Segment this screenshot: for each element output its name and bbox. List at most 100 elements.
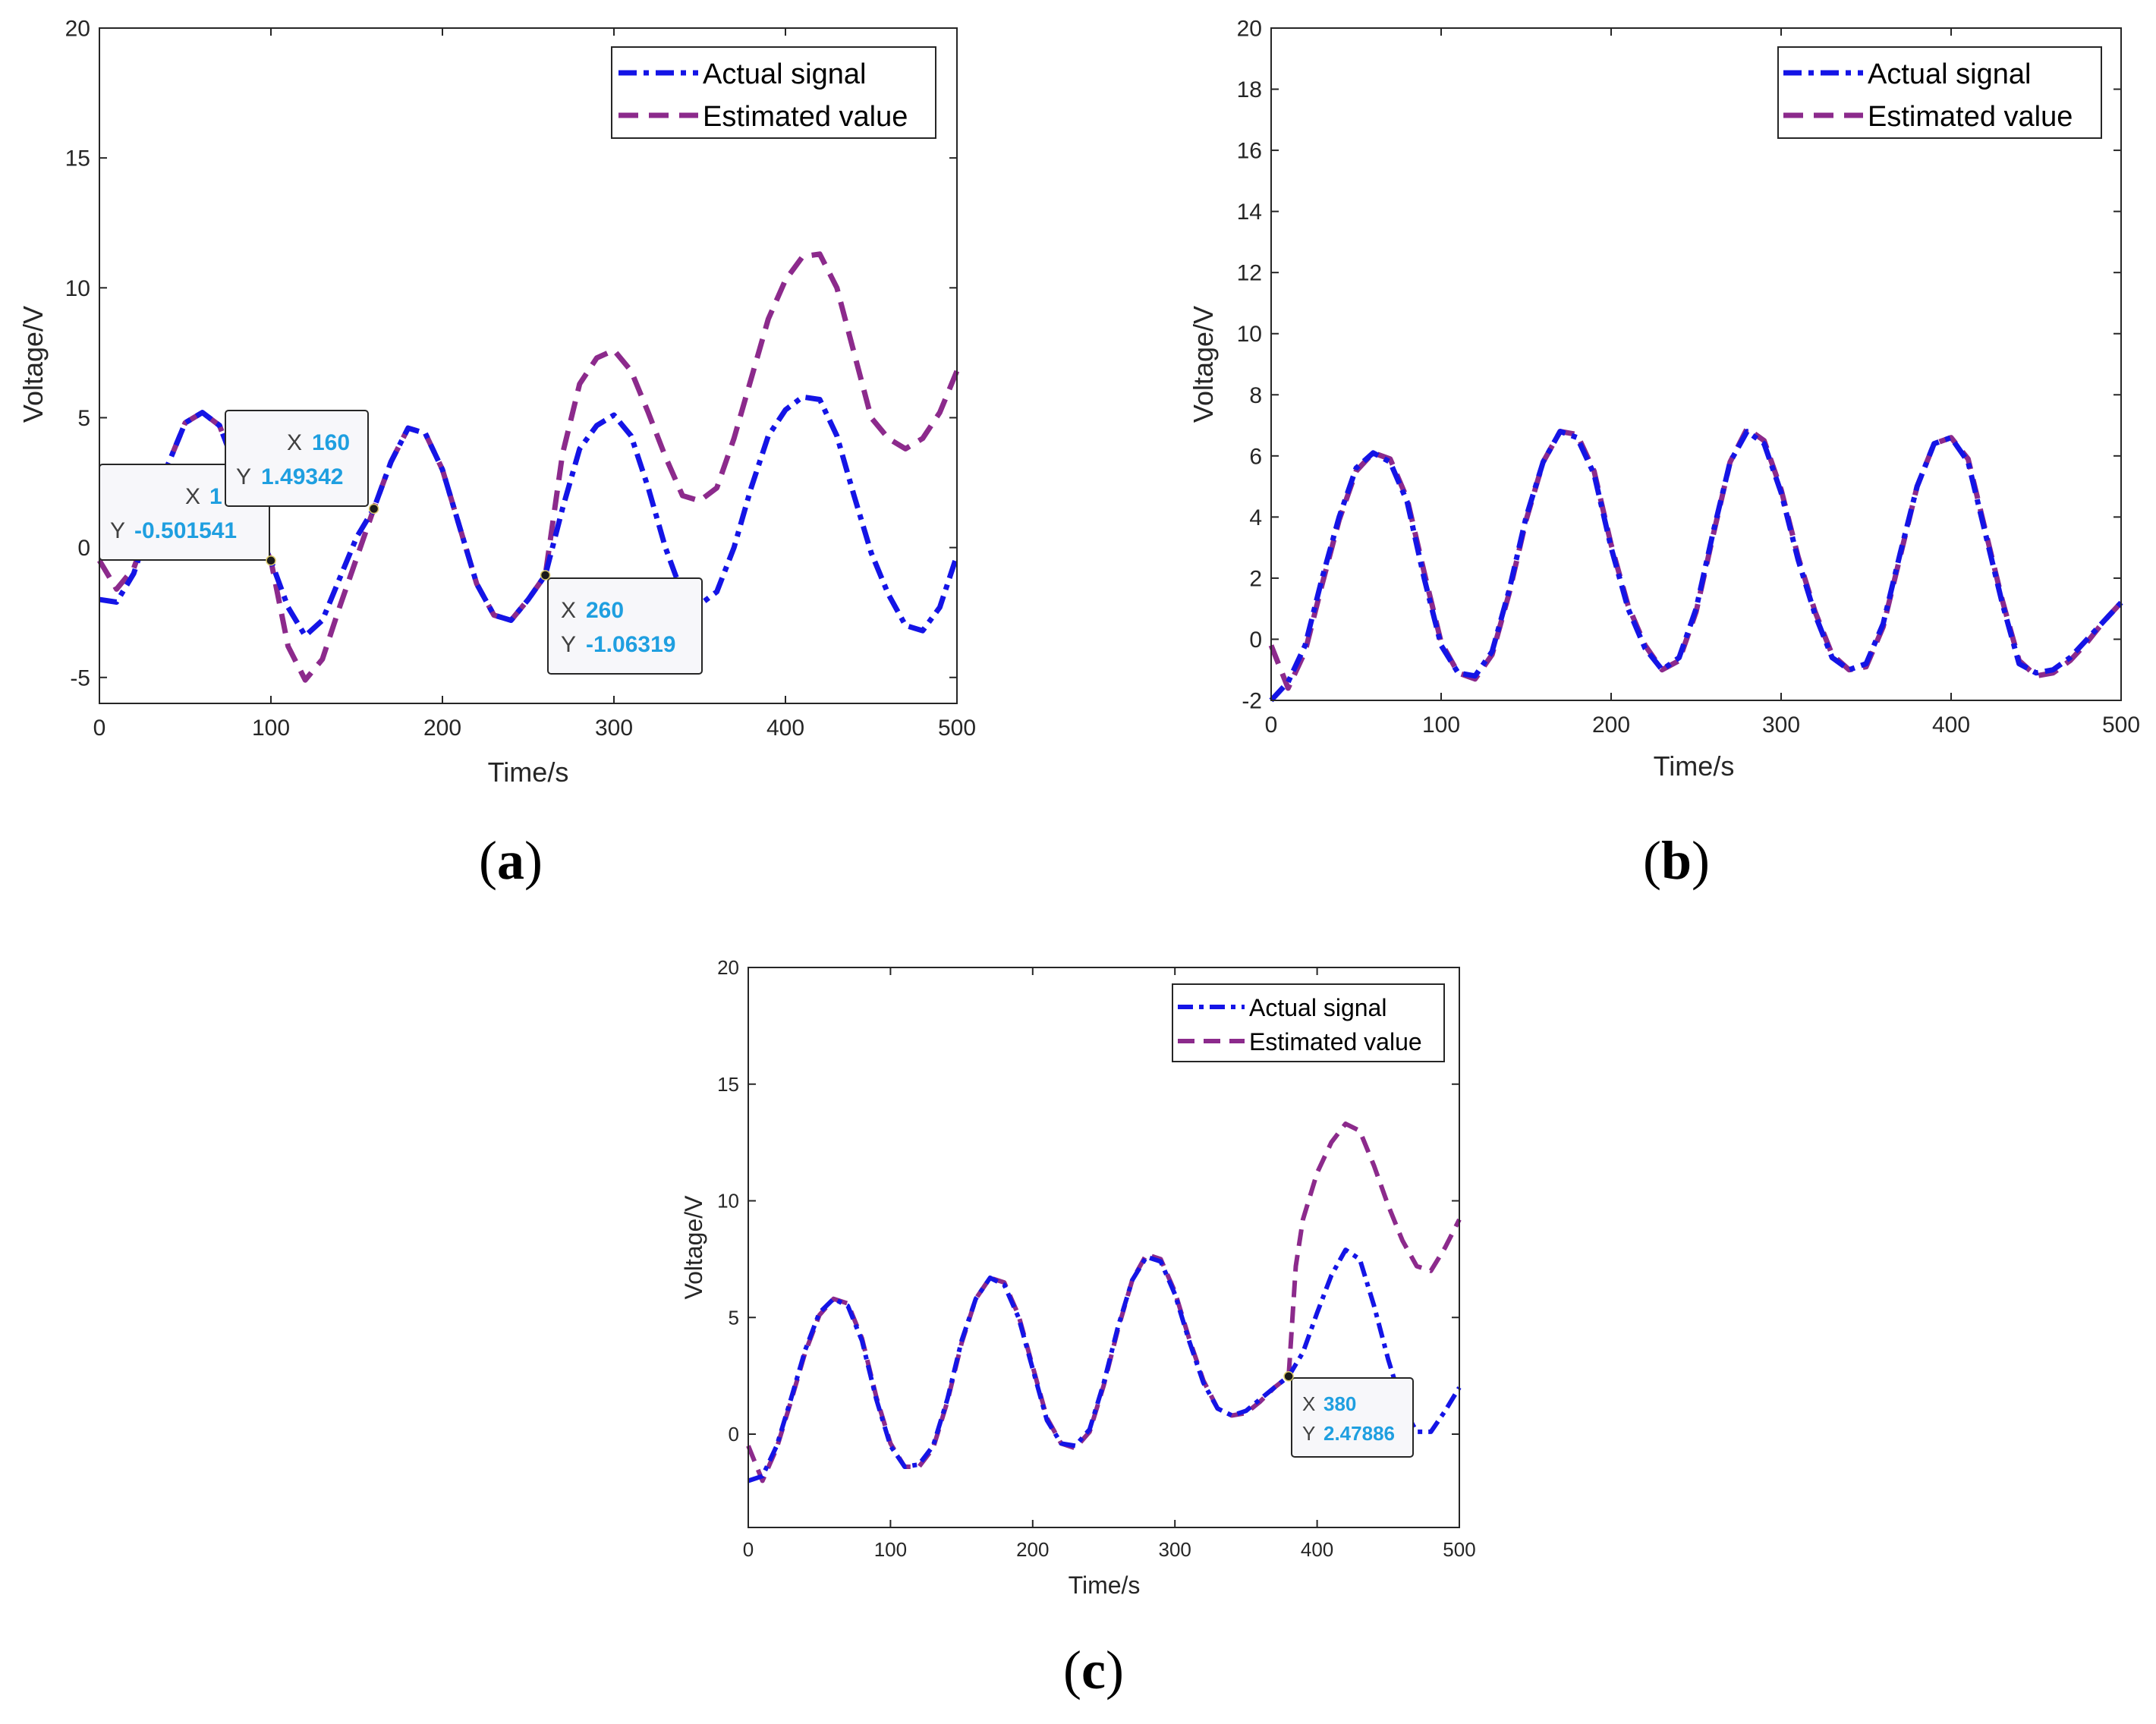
panel-b-ytick-label-10: 18	[1237, 77, 1262, 102]
panel-a-datatip-1-y-value: -0.501541	[134, 518, 237, 543]
panel-a-xtick-label-1: 100	[252, 716, 290, 741]
panel-a-ytick-label-1: 0	[77, 536, 90, 561]
panel-c-xtick-label-0: 0	[743, 1538, 754, 1561]
panel-b-series	[1268, 426, 2123, 703]
panel-c-datatip-1-x-value: 380	[1324, 1392, 1356, 1415]
panel-a-datatip-3[interactable]: X 260 Y -1.06319	[547, 577, 703, 675]
panel-c-legend-estimated-label: Estimated value	[1249, 1028, 1422, 1055]
panel-a-ytick-label-4: 15	[65, 146, 90, 171]
panel-a-ytick-label-3: 10	[65, 276, 90, 301]
panel-c-xtick-label-2: 200	[1016, 1538, 1049, 1561]
panel-b-ytick-label-3: 4	[1249, 505, 1262, 530]
panel-a-datatip-1-y-key: Y	[110, 518, 125, 543]
panel-c-ytick-label-1: 5	[729, 1306, 739, 1329]
panel-c-ylabel: Voltage/V	[680, 1195, 707, 1300]
panel-a-legend-estimated-label: Estimated value	[703, 101, 908, 133]
panel-a-datatip-2-box	[225, 410, 369, 507]
panel-a-ytick-label-2: 5	[77, 406, 90, 431]
panel-a-legend-box	[611, 46, 936, 139]
panel-b-xtick-label-4: 400	[1932, 713, 1970, 738]
panel-c-series	[746, 1122, 1462, 1483]
panel-c-datatip-markers	[1283, 1371, 1294, 1382]
panel-a-xtick-label-4: 400	[766, 716, 804, 741]
panel-a-datatip-2-x-key: X	[287, 430, 302, 455]
panel-b-xlabel: Time/s	[1654, 750, 1735, 782]
panel-c-datatip-1-x-key: X	[1302, 1392, 1315, 1415]
panel-b-ytick-label-0: -2	[1242, 689, 1262, 714]
panel-c-series-actual-line	[748, 1247, 1462, 1483]
panel-c-caption: (c)	[1063, 1640, 1124, 1700]
panel-a-xlabel: Time/s	[488, 757, 569, 788]
panel-a-datatip-1-x-value: 1	[209, 484, 222, 509]
panel-b-ytick-label-2: 2	[1249, 566, 1262, 591]
panel-a-caption: (a)	[479, 830, 543, 891]
panel-a-datatip-2-x-value: 160	[312, 430, 350, 455]
panel-c-plot-frame	[748, 967, 1460, 1528]
panel-a-datatip-3-x-key: X	[561, 598, 576, 623]
panel-b-ytick-label-11: 20	[1237, 17, 1262, 42]
panel-c-datatip-1[interactable]: X 380 Y 2.47886	[1291, 1377, 1414, 1458]
panel-c-ticks: 0 100 200 300 400 500 0 5 10 15 20	[717, 956, 1476, 1561]
panel-b-legend-estimated-label: Estimated value	[1868, 101, 2073, 133]
panel-b-ytick-label-5: 8	[1249, 383, 1262, 408]
panel-b-ytick-label-7: 12	[1237, 261, 1262, 286]
panel-c-datatips: X 380 Y 2.47886	[1291, 1377, 1414, 1458]
panel-b-legend-actual-label: Actual signal	[1868, 58, 2031, 90]
panel-c-xtick-label-4: 400	[1301, 1538, 1333, 1561]
panel-a-datatip-marker-3[interactable]	[540, 570, 551, 580]
panel-c-caption-letter: c	[1081, 1640, 1106, 1700]
panel-a-datatip-3-box	[547, 577, 703, 675]
panel-a-datatip-marker-2[interactable]	[368, 503, 379, 514]
panel-c-xtick-label-5: 500	[1443, 1538, 1475, 1561]
panel-c-legend-actual-label: Actual signal	[1249, 994, 1386, 1021]
panel-a-ytick-label-0: -5	[70, 665, 90, 691]
panel-a-datatip-3-y-key: Y	[561, 632, 576, 657]
panel-a-datatip-markers	[266, 503, 551, 580]
panel-b-ylabel: Voltage/V	[1188, 306, 1219, 423]
panel-c-legend: Actual signal Estimated value	[1172, 983, 1445, 1062]
panel-b-legend: Actual signal Estimated value	[1777, 46, 2102, 139]
panel-b-ytick-label-8: 14	[1237, 200, 1262, 225]
panel-a-xtick-label-2: 200	[423, 716, 461, 741]
panel-b-caption-close: )	[1692, 830, 1710, 891]
panel-c-datatip-marker-1[interactable]	[1283, 1371, 1294, 1382]
panel-a-datatip-marker-1[interactable]	[266, 555, 276, 566]
panel-b-xtick-label-2: 200	[1592, 713, 1630, 738]
panel-a-datatip-3-x-value: 260	[586, 598, 624, 623]
panel-a-legend-actual-label: Actual signal	[703, 58, 866, 90]
panel-c-ytick-label-2: 10	[717, 1190, 739, 1213]
panel-b-ytick-label-6: 10	[1237, 322, 1262, 347]
panel-b-caption-letter: b	[1661, 830, 1692, 891]
panel-a-xtick-label-3: 300	[595, 716, 633, 741]
panel-b-xtick-label-3: 300	[1762, 713, 1800, 738]
panel-a-datatip-2-y-key: Y	[236, 464, 251, 489]
panel-a-series-actual-line	[99, 394, 960, 639]
panel-c-caption-close: )	[1106, 1640, 1124, 1700]
panel-a-plot-frame	[99, 27, 958, 704]
panel-c-datatip-1-y-value: 2.47886	[1324, 1422, 1395, 1445]
panel-a-caption-close: )	[524, 830, 543, 891]
panel-c-xtick-label-3: 300	[1159, 1538, 1191, 1561]
panel-c-xlabel: Time/s	[1069, 1571, 1141, 1599]
panel-a-caption-open: (	[479, 830, 497, 891]
panel-c-xtick-label-1: 100	[874, 1538, 907, 1561]
panel-b-series-actual-line	[1269, 429, 2123, 703]
panel-b-legend-box	[1777, 46, 2102, 139]
panel-a-datatip-2-y-value: 1.49342	[261, 464, 343, 489]
chart-panel-c: 0 100 200 300 400 500 0 5 10 15 20 Time/s Voltage/…	[680, 956, 1476, 1599]
panel-a-datatip-2[interactable]: X 160 Y 1.49342	[225, 410, 369, 507]
panel-b-ytick-label-1: 0	[1249, 628, 1262, 653]
panel-a-legend: Actual signal Estimated value	[611, 46, 936, 139]
panel-c-datatip-1-box	[1291, 1377, 1414, 1458]
panel-a-xtick-label-5: 500	[938, 716, 976, 741]
panel-c-ytick-label-4: 20	[717, 956, 739, 979]
panel-c-legend-box	[1172, 983, 1445, 1062]
panel-c-caption-open: (	[1063, 1640, 1081, 1700]
panel-c-ytick-label-3: 15	[717, 1073, 739, 1096]
panel-a-datatip-3-y-value: -1.06319	[586, 632, 675, 657]
panel-a-ytick-label-5: 20	[65, 17, 90, 42]
